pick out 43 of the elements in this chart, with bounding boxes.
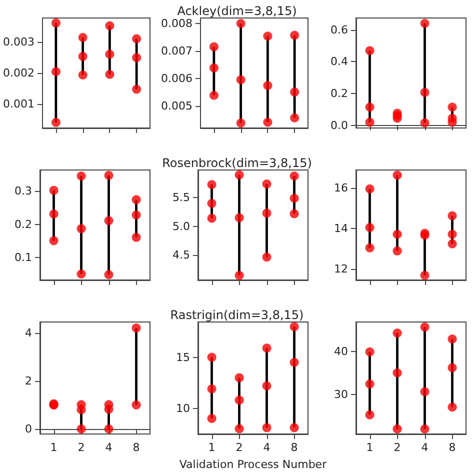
y-tick-label: 0.2	[330, 86, 348, 100]
y-tick-label: 0.4	[330, 55, 348, 68]
y-tick-label: 0.1	[14, 251, 32, 264]
y-tick-label: 0.006	[160, 72, 192, 85]
y-tick-label: 15	[176, 350, 190, 364]
x-tick-label: 4	[105, 441, 112, 454]
x-tick-label: 4	[421, 441, 428, 454]
x-tick-label: 2	[394, 441, 401, 454]
x-tick-label: 1	[50, 441, 58, 454]
y-tick-label: 0.005	[160, 99, 192, 112]
y-tick-label: 0.0	[330, 118, 348, 132]
x-tick-label: 8	[290, 441, 298, 454]
y-tick-label: 0.003	[2, 36, 34, 49]
y-tick-label: 4.5	[172, 248, 190, 262]
x-tick-label: 1	[208, 441, 216, 454]
x-tick-label: 1	[366, 441, 374, 454]
y-tick-label: 10	[176, 402, 190, 415]
x-axis-title: Validation Process Number	[178, 458, 328, 471]
y-tick-label: 0	[25, 422, 32, 436]
y-tick-label: 12	[334, 262, 348, 276]
x-tick-label: 2	[78, 441, 85, 454]
y-tick-label: 16	[334, 181, 348, 194]
y-tick-label: 40	[334, 344, 348, 358]
y-tick-label: 14	[334, 222, 348, 236]
x-tick-label: 2	[236, 441, 243, 454]
y-tick-label: 0.008	[160, 16, 192, 30]
x-tick-label: 4	[263, 441, 270, 454]
y-tick-label: 0.3	[14, 184, 32, 198]
y-tick-label: 0.002	[2, 66, 34, 80]
y-tick-label: 30	[334, 388, 348, 401]
chart-title: Rastrigin(dim=3,8,15)	[170, 308, 304, 322]
x-tick-label: 8	[448, 441, 456, 454]
chart-title: Ackley(dim=3,8,15)	[177, 4, 297, 18]
y-tick-label: 2	[25, 374, 32, 388]
y-tick-label: 0.6	[330, 23, 348, 36]
y-tick-label: 0.2	[14, 218, 32, 231]
y-tick-label: 0.001	[2, 98, 34, 111]
y-tick-label: 5.5	[172, 191, 190, 204]
chart-title: Rosenbrock(dim=3,8,15)	[162, 156, 312, 170]
y-tick-label: 5.0	[172, 220, 190, 233]
y-tick-label: 4	[25, 326, 32, 340]
y-tick-label: 0.007	[160, 44, 192, 58]
x-tick-label: 8	[132, 441, 140, 454]
